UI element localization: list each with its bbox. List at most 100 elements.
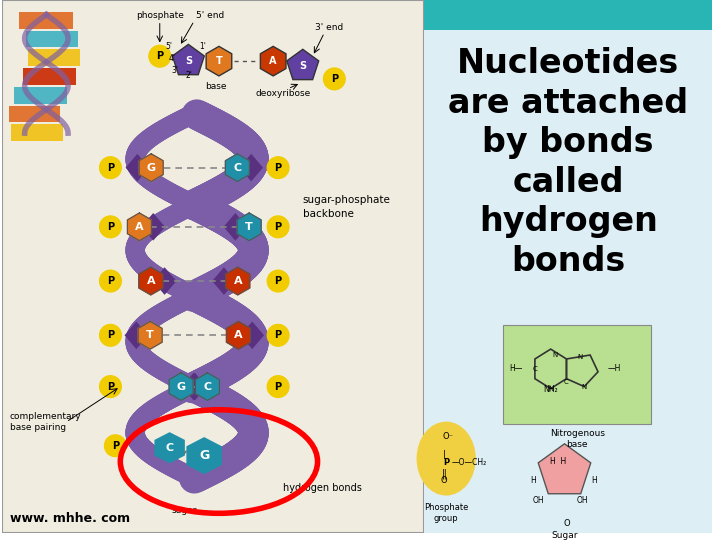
Text: H: H: [591, 476, 597, 485]
Text: P: P: [112, 441, 119, 451]
Polygon shape: [139, 154, 163, 181]
Text: P: P: [274, 330, 282, 340]
Polygon shape: [227, 321, 251, 349]
Polygon shape: [138, 321, 162, 349]
Polygon shape: [141, 213, 165, 241]
Text: S: S: [185, 56, 192, 66]
Text: T: T: [146, 330, 154, 340]
Circle shape: [99, 376, 121, 397]
Text: O: O: [563, 519, 570, 528]
Polygon shape: [240, 321, 264, 349]
Text: 5' end: 5' end: [197, 11, 225, 20]
Text: N: N: [548, 386, 553, 392]
Text: OH: OH: [533, 496, 544, 505]
Circle shape: [99, 325, 121, 346]
Polygon shape: [261, 46, 286, 76]
Bar: [503, 326, 652, 424]
Text: P: P: [274, 276, 282, 286]
Polygon shape: [539, 444, 590, 494]
Bar: [11, 124, 63, 141]
Text: P: P: [156, 51, 163, 61]
Circle shape: [267, 270, 289, 292]
Text: bonds: bonds: [511, 245, 626, 278]
Text: C: C: [233, 163, 241, 173]
Text: C: C: [204, 382, 212, 392]
Bar: [28, 49, 80, 66]
Text: G: G: [176, 382, 186, 392]
Text: called: called: [513, 166, 624, 199]
Text: A: A: [234, 330, 243, 340]
Text: P: P: [274, 382, 282, 392]
Bar: [27, 31, 78, 48]
Text: S: S: [300, 61, 306, 71]
Polygon shape: [239, 154, 263, 181]
Text: 4': 4': [169, 54, 176, 63]
Bar: [2, 0, 425, 532]
Polygon shape: [223, 213, 247, 241]
Text: C: C: [166, 443, 174, 453]
Text: G: G: [147, 163, 156, 173]
Text: 1': 1': [199, 42, 206, 51]
Text: Nitrogenous
base: Nitrogenous base: [550, 429, 605, 449]
Text: P: P: [443, 458, 449, 467]
Text: 5': 5': [165, 42, 172, 51]
Bar: [425, 0, 712, 532]
Text: are attached: are attached: [448, 87, 688, 120]
Circle shape: [323, 68, 345, 90]
Text: H: H: [530, 476, 536, 485]
Circle shape: [99, 270, 121, 292]
Polygon shape: [169, 373, 193, 400]
Text: OH: OH: [577, 496, 588, 505]
Bar: [14, 87, 68, 104]
Text: P: P: [107, 330, 114, 340]
Text: O: O: [441, 476, 448, 485]
Text: by bonds: by bonds: [482, 126, 654, 159]
Polygon shape: [206, 46, 232, 76]
Text: NH₂: NH₂: [544, 386, 558, 395]
Polygon shape: [182, 373, 205, 400]
Text: H  H: H H: [551, 457, 567, 466]
Text: H—: H—: [510, 364, 523, 373]
Text: P: P: [107, 163, 114, 173]
Text: C: C: [564, 379, 569, 384]
Circle shape: [149, 45, 171, 67]
Polygon shape: [225, 154, 249, 181]
Circle shape: [267, 216, 289, 238]
Text: N: N: [552, 352, 557, 358]
Circle shape: [99, 216, 121, 238]
Polygon shape: [212, 267, 235, 295]
Text: N: N: [582, 383, 587, 389]
Text: T: T: [246, 222, 253, 232]
Text: deoxyribose: deoxyribose: [256, 89, 310, 98]
Text: P: P: [107, 276, 114, 286]
Text: P: P: [274, 163, 282, 173]
Polygon shape: [125, 154, 149, 181]
Ellipse shape: [417, 422, 476, 496]
Text: phosphate: phosphate: [136, 11, 184, 20]
Text: Sugar: Sugar: [552, 531, 577, 539]
Circle shape: [99, 157, 121, 179]
Polygon shape: [287, 49, 319, 79]
Text: P: P: [107, 382, 114, 392]
Polygon shape: [127, 213, 151, 241]
Circle shape: [267, 157, 289, 179]
Polygon shape: [155, 433, 184, 463]
Text: www. mhhe. com: www. mhhe. com: [10, 512, 130, 525]
Text: 3': 3': [171, 66, 178, 75]
Circle shape: [267, 325, 289, 346]
Text: A: A: [233, 276, 242, 286]
Text: P: P: [107, 222, 114, 232]
Text: —O—CH₂: —O—CH₂: [452, 458, 487, 467]
Text: |: |: [443, 450, 446, 459]
Polygon shape: [237, 213, 261, 241]
Text: ‖: ‖: [442, 468, 446, 478]
Polygon shape: [226, 267, 250, 295]
Polygon shape: [172, 44, 204, 75]
Text: 2': 2': [186, 71, 193, 80]
Bar: [425, 0, 712, 30]
Text: T: T: [215, 56, 222, 66]
Text: G: G: [199, 449, 210, 462]
Text: C: C: [533, 366, 537, 372]
Bar: [23, 68, 76, 85]
Text: sugar-phosphate
backbone: sugar-phosphate backbone: [303, 195, 391, 219]
